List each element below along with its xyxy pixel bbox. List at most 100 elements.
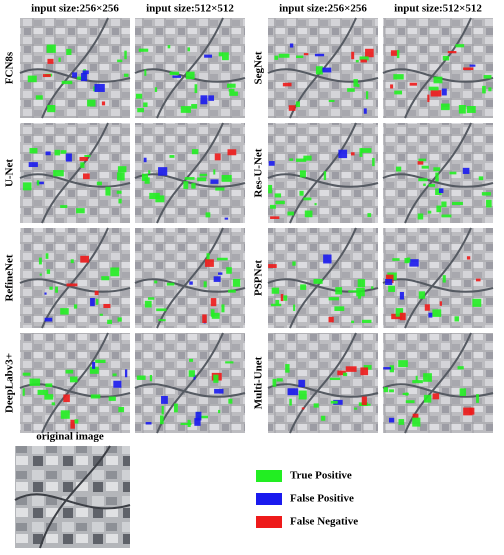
image-blob bbox=[90, 297, 95, 307]
legend-swatch bbox=[256, 516, 282, 528]
image-blob bbox=[194, 418, 201, 426]
image-blob bbox=[299, 170, 306, 178]
image-blob bbox=[337, 370, 346, 376]
image-blob bbox=[432, 393, 440, 400]
image-blob bbox=[191, 149, 199, 155]
image-blob bbox=[213, 374, 219, 383]
image-blob bbox=[428, 184, 436, 187]
image-roads bbox=[14, 445, 131, 549]
image-blob bbox=[390, 50, 398, 56]
image-blob bbox=[363, 108, 367, 114]
image-blob bbox=[22, 182, 32, 191]
image-blob bbox=[428, 312, 433, 318]
image-blob bbox=[117, 317, 122, 322]
image-blob bbox=[36, 181, 44, 185]
image-blob bbox=[58, 57, 61, 62]
image-blob bbox=[214, 153, 221, 161]
image-blob bbox=[80, 162, 85, 168]
image-blob bbox=[293, 304, 296, 311]
image-blob bbox=[44, 292, 47, 295]
image-blob bbox=[202, 314, 207, 323]
image-blob bbox=[81, 72, 88, 82]
image-blob bbox=[438, 188, 444, 194]
image-blob bbox=[54, 149, 61, 156]
image-blob bbox=[430, 90, 442, 97]
image-blob bbox=[418, 291, 426, 299]
image-blob bbox=[288, 105, 296, 111]
image-blob bbox=[51, 402, 56, 406]
image-blob bbox=[108, 396, 116, 401]
image-blob bbox=[436, 205, 442, 213]
image-blob bbox=[338, 149, 348, 159]
image-blob bbox=[187, 47, 190, 52]
image-blob bbox=[287, 211, 294, 216]
image-blob bbox=[189, 358, 194, 362]
image-blob bbox=[103, 303, 111, 309]
original-image-label: original image bbox=[36, 431, 104, 443]
image-blob bbox=[143, 102, 148, 107]
image-blob bbox=[328, 316, 334, 323]
image-base bbox=[15, 446, 130, 548]
image-blob bbox=[486, 199, 492, 208]
legend-swatch bbox=[256, 493, 282, 505]
image-blob bbox=[47, 58, 54, 64]
image-blob bbox=[466, 256, 471, 260]
image-blob bbox=[335, 287, 343, 295]
image-blob bbox=[482, 85, 486, 94]
image-blob bbox=[94, 83, 105, 92]
image-blob bbox=[330, 400, 338, 404]
image-blob bbox=[35, 95, 43, 100]
image-blob bbox=[211, 312, 220, 319]
result-image bbox=[382, 332, 494, 434]
image-blob bbox=[418, 158, 427, 162]
image-blob bbox=[224, 217, 229, 220]
image-blob bbox=[147, 297, 155, 300]
image-blob bbox=[360, 367, 369, 376]
result-image bbox=[134, 122, 246, 224]
image-blob bbox=[166, 282, 175, 286]
image-blob bbox=[328, 297, 339, 301]
image-blob bbox=[84, 154, 91, 157]
image-blob bbox=[154, 280, 158, 284]
image-blob bbox=[143, 157, 147, 163]
image-blob bbox=[206, 253, 210, 261]
image-blob bbox=[395, 166, 402, 172]
image-blob bbox=[355, 59, 359, 63]
image-blob bbox=[226, 267, 232, 274]
image-blob bbox=[359, 148, 363, 157]
image-roads bbox=[134, 227, 246, 329]
image-blob bbox=[328, 99, 335, 103]
image-roads bbox=[19, 122, 131, 224]
image-blob bbox=[229, 91, 238, 96]
image-blob bbox=[389, 389, 394, 393]
image-blob bbox=[393, 74, 404, 80]
image-blob bbox=[218, 409, 221, 414]
image-blob bbox=[60, 150, 67, 154]
image-blob bbox=[28, 162, 38, 168]
image-blob bbox=[76, 208, 85, 214]
legend-swatch bbox=[256, 470, 282, 482]
image-blob bbox=[333, 399, 343, 405]
image-blob bbox=[357, 279, 366, 288]
image-blob bbox=[191, 183, 196, 189]
image-blob bbox=[45, 151, 51, 156]
image-blob bbox=[185, 71, 195, 80]
image-blob bbox=[22, 372, 31, 376]
image-blob bbox=[172, 75, 181, 78]
image-roads bbox=[382, 17, 494, 119]
image-blob bbox=[289, 43, 294, 48]
image-blob bbox=[405, 400, 415, 404]
image-blob bbox=[463, 67, 474, 71]
image-blob bbox=[148, 170, 151, 174]
image-blob bbox=[365, 48, 374, 58]
image-blob bbox=[433, 167, 441, 172]
image-blob bbox=[169, 155, 175, 158]
image-blob bbox=[210, 298, 217, 307]
image-blob bbox=[388, 285, 396, 292]
image-blob bbox=[435, 188, 442, 195]
column-header: input size:256×256 bbox=[279, 3, 367, 15]
image-blob bbox=[228, 88, 235, 92]
image-blob bbox=[303, 197, 312, 201]
image-blob bbox=[72, 72, 78, 78]
image-roads bbox=[267, 122, 379, 224]
